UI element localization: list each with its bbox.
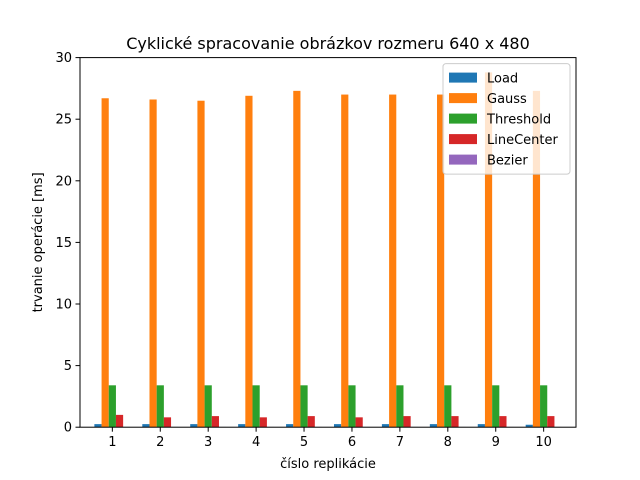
- bar-threshold-8: [444, 385, 452, 428]
- y-axis: 0 5 10 15 20 25 30: [55, 51, 80, 436]
- y-tick-label: 30: [55, 51, 72, 66]
- bar-gauss-2: [149, 99, 157, 428]
- bar-linecenter-5: [307, 416, 315, 428]
- legend-label-threshold: Threshold: [486, 113, 551, 128]
- x-tick-label: 5: [300, 435, 308, 450]
- x-tick-label: 8: [444, 435, 452, 450]
- bar-load-1: [94, 424, 102, 428]
- bar-load-5: [286, 424, 294, 428]
- bar-load-3: [190, 424, 198, 428]
- legend-swatch-bezier: [449, 154, 477, 165]
- x-tick-label: 6: [348, 435, 356, 450]
- x-tick-label: 10: [535, 435, 552, 450]
- legend-frame: [442, 63, 571, 175]
- bar-load-7: [381, 424, 390, 428]
- bar-threshold-4: [252, 385, 260, 428]
- bar-load-4: [238, 424, 246, 428]
- bar-linecenter-8: [451, 416, 459, 428]
- x-tick-label: 3: [204, 435, 212, 450]
- legend-label-load: Load: [487, 72, 518, 87]
- y-tick-label: 25: [55, 113, 72, 128]
- bar-linecenter-3: [211, 416, 219, 428]
- y-tick-label: 20: [55, 174, 72, 189]
- bar-linecenter-4: [259, 417, 267, 428]
- legend-swatch-gauss: [449, 93, 477, 104]
- legend-label-gauss: Gauss: [487, 92, 527, 107]
- bar-gauss-6: [341, 94, 349, 428]
- bar-gauss-1: [101, 98, 109, 428]
- bar-gauss-4: [245, 95, 253, 428]
- bar-threshold-10: [540, 385, 548, 428]
- legend: Load Gauss Threshold LineCenter Bezier: [442, 63, 571, 175]
- x-tick-label: 7: [396, 435, 404, 450]
- x-tick-label: 9: [492, 435, 500, 450]
- bar-threshold-1: [108, 385, 116, 428]
- legend-swatch-load: [449, 72, 477, 83]
- x-tick-label: 4: [252, 435, 260, 450]
- chart-title: Cyklické spracovanie obrázkov rozmeru 64…: [126, 34, 530, 53]
- bar-load-9: [477, 424, 485, 428]
- bar-linecenter-7: [403, 416, 411, 428]
- legend-swatch-linecenter: [449, 134, 477, 145]
- bar-threshold-6: [348, 385, 356, 428]
- x-tick-label: 2: [156, 435, 164, 450]
- bar-gauss-5: [293, 90, 301, 428]
- bar-gauss-7: [389, 94, 397, 428]
- legend-label-linecenter: LineCenter: [487, 133, 559, 148]
- plot-frame: [79, 57, 577, 428]
- bar-threshold-7: [396, 385, 404, 428]
- bar-threshold-9: [492, 385, 500, 428]
- legend-label-bezier: Bezier: [487, 154, 528, 169]
- bar-load-8: [429, 424, 438, 428]
- y-tick-label: 0: [64, 421, 72, 436]
- bar-linecenter-6: [355, 417, 363, 428]
- y-tick-label: 15: [55, 236, 72, 251]
- y-tick-label: 10: [55, 298, 72, 313]
- bar-load-2: [142, 424, 150, 428]
- y-tick-label: 5: [64, 359, 72, 374]
- y-axis-label: trvanie operácie [ms]: [31, 172, 46, 312]
- bar-gauss-9: [484, 72, 493, 428]
- bar-linecenter-2: [163, 417, 172, 428]
- x-axis-label: číslo replikácie: [280, 457, 376, 472]
- bar-linecenter-1: [115, 414, 124, 428]
- bar-threshold-3: [204, 385, 212, 428]
- x-axis: 1 2 3 4 5 6 7 8 9 10: [108, 427, 552, 450]
- bar-load-10: [525, 424, 533, 428]
- bar-gauss-8: [437, 94, 445, 428]
- bars-layer: [94, 72, 562, 428]
- bar-threshold-2: [156, 385, 164, 428]
- x-tick-label: 1: [108, 435, 116, 450]
- bar-threshold-5: [300, 385, 308, 428]
- bar-gauss-3: [197, 100, 205, 428]
- legend-swatch-threshold: [449, 113, 477, 124]
- bar-linecenter-9: [499, 416, 507, 428]
- bar-load-6: [333, 424, 342, 428]
- bar-gauss-10: [532, 90, 541, 428]
- bar-linecenter-10: [547, 416, 555, 428]
